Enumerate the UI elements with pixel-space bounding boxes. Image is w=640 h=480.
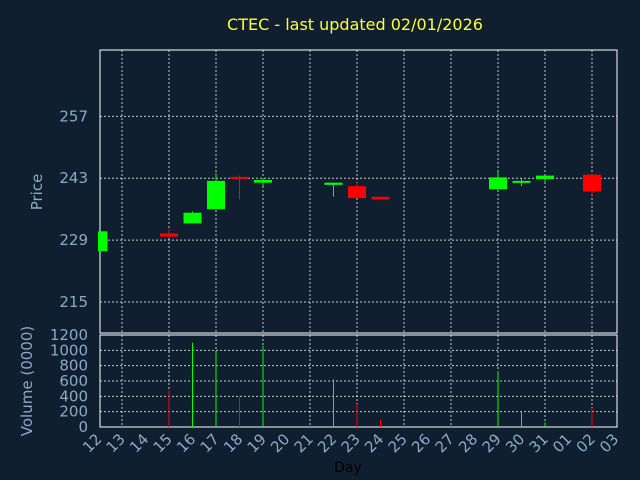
day-tick-label: 15: [150, 430, 176, 456]
candle-body: [324, 182, 343, 185]
day-tick-label: 20: [267, 430, 293, 456]
day-tick-label: 24: [361, 430, 387, 456]
day-tick-label: 18: [220, 430, 246, 456]
day-tick-label: 29: [479, 430, 505, 456]
volume-axis-label: Volume (0000): [18, 326, 36, 436]
candle-body: [183, 212, 202, 224]
candle-body: [230, 176, 249, 179]
candles: [98, 171, 601, 252]
candle-body: [348, 186, 366, 199]
day-tick-label: 16: [173, 430, 199, 456]
price-y-ticks: 215 229 243 257: [59, 107, 88, 311]
day-tick-label: 28: [455, 430, 481, 456]
day-tick-label: 13: [103, 430, 129, 456]
day-tick-label: 02: [573, 430, 599, 456]
volume-gridlines: [100, 335, 617, 427]
day-tick-label: 21: [291, 430, 317, 456]
volume-tick-label: 1000: [50, 341, 88, 359]
price-tick-label: 257: [59, 107, 88, 125]
chart-title: CTEC - last updated 02/01/2026: [227, 15, 483, 34]
price-axis-label: Price: [28, 174, 46, 211]
day-tick-label: 30: [502, 430, 528, 456]
volume-tick-label: 0: [78, 418, 88, 436]
day-tick-label: 31: [526, 430, 552, 456]
day-tick-label: 23: [338, 430, 364, 456]
volume-tick-label: 200: [59, 403, 88, 421]
candle-body: [536, 175, 554, 180]
day-tick-label: 17: [197, 430, 223, 456]
volume-tick-label: 1200: [50, 326, 88, 344]
day-x-ticks: 1213141516171819202122232425262728293031…: [79, 430, 622, 456]
candle-body: [512, 180, 531, 183]
volume-tick-label: 600: [59, 372, 88, 390]
day-tick-label: 26: [408, 430, 434, 456]
day-tick-label: 27: [432, 430, 458, 456]
price-tick-label: 243: [59, 169, 88, 187]
candle-body: [371, 196, 390, 200]
x-axis-label: Day: [334, 460, 362, 476]
price-panel: 215 229 243 257 Price: [28, 49, 618, 334]
candle-body: [207, 180, 225, 210]
day-tick-label: 22: [314, 430, 340, 456]
day-tick-label: 01: [549, 430, 575, 456]
day-tick-label: 19: [244, 430, 270, 456]
day-tick-label: 25: [385, 430, 411, 456]
price-tick-label: 215: [59, 293, 88, 311]
volume-tick-label: 400: [59, 387, 88, 405]
candle-body: [254, 180, 272, 183]
day-tick-label: 14: [126, 430, 152, 456]
candle-body: [160, 233, 178, 237]
candle-body: [489, 177, 507, 190]
candle-body: [583, 174, 601, 192]
day-tick-label: 03: [596, 430, 622, 456]
price-tick-label: 229: [59, 231, 88, 249]
price-plot-frame: [99, 49, 618, 334]
volume-tick-label: 800: [59, 357, 88, 375]
candle-body: [100, 231, 108, 252]
volume-bars: [168, 342, 593, 427]
